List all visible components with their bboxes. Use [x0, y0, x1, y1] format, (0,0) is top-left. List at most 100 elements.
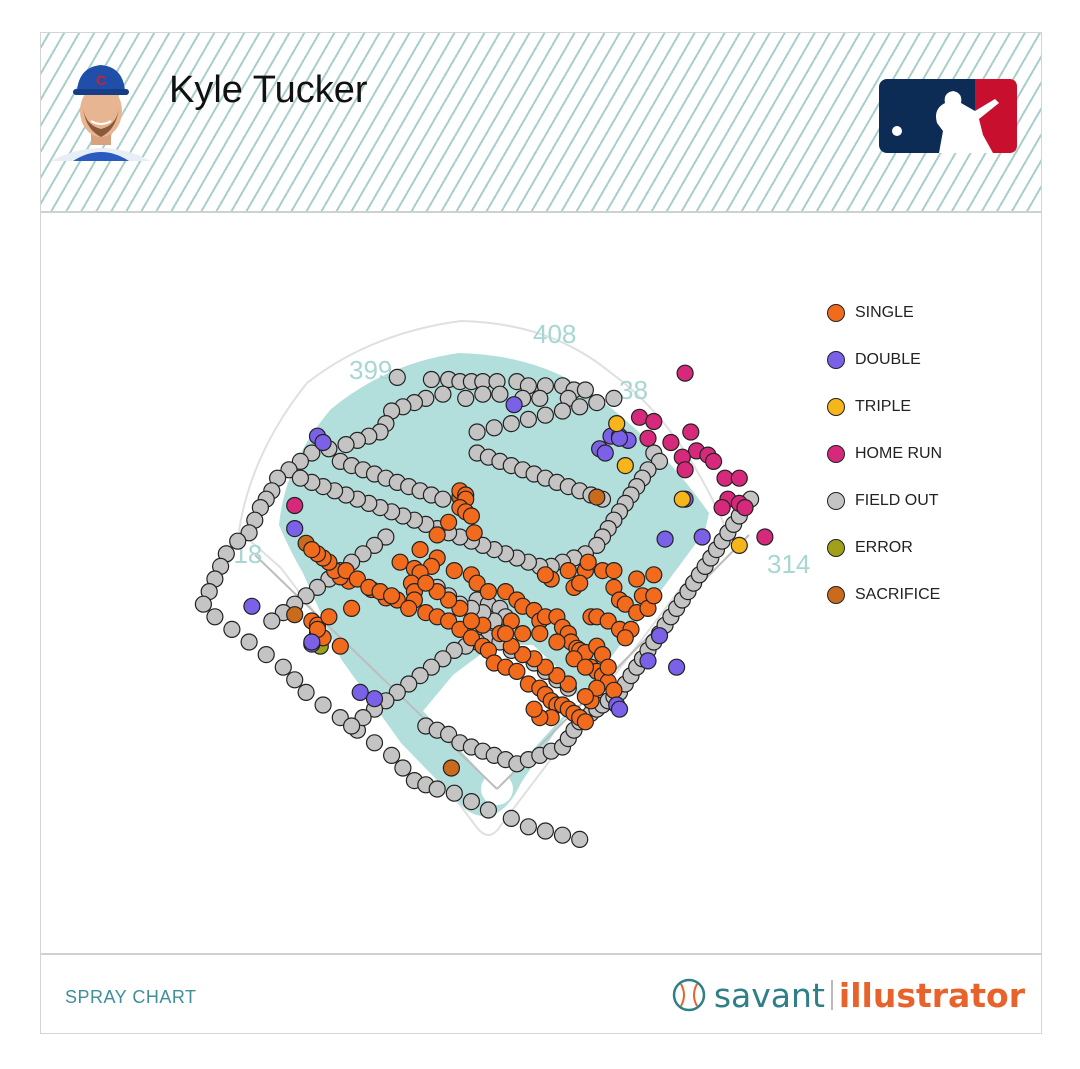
chart-card: C Kyle Tucker 318 399 408 38 314 SINGL	[40, 32, 1042, 1034]
point-single-127	[565, 650, 583, 668]
point-field-out-16	[491, 385, 509, 403]
legend-swatch-double	[827, 350, 845, 369]
point-field-out-178	[519, 410, 537, 428]
point-triple-2	[730, 536, 748, 554]
point-sacrifice-4	[588, 488, 606, 506]
point-double-7	[596, 444, 614, 462]
point-home-run-1	[630, 408, 649, 426]
point-single-80	[320, 608, 338, 626]
point-single-121	[417, 574, 435, 592]
point-single-92	[462, 629, 480, 647]
point-field-out-0	[388, 368, 406, 386]
point-single-79	[343, 599, 361, 617]
point-double-16	[667, 658, 686, 676]
point-triple-0	[608, 415, 626, 433]
point-single-7	[428, 526, 446, 544]
point-double-17	[351, 683, 369, 701]
brand-illustrator: illustrator	[838, 975, 1025, 1015]
point-field-out-12	[576, 381, 595, 399]
point-single-107	[576, 713, 595, 731]
point-field-out-51	[297, 683, 315, 701]
point-field-out-216	[434, 650, 452, 668]
point-home-run-18	[286, 496, 304, 515]
point-field-out-183	[605, 389, 623, 407]
legend-swatch-error	[827, 538, 845, 557]
point-field-out-219	[400, 675, 418, 693]
point-single-82	[337, 562, 355, 580]
point-field-out-45	[206, 608, 224, 626]
legend-item-home-run: HOME RUN	[827, 430, 942, 477]
legend-item-error: ERROR	[827, 524, 942, 571]
point-single-131	[599, 658, 617, 676]
point-home-run-8	[704, 452, 723, 470]
point-double-2	[314, 433, 332, 452]
point-home-run-10	[676, 461, 694, 479]
point-home-run-0	[676, 364, 694, 382]
legend-swatch-single	[827, 303, 845, 322]
point-field-out-14	[531, 389, 549, 407]
point-single-86	[383, 587, 401, 605]
point-single-73	[303, 541, 321, 559]
point-field-out-224	[343, 717, 361, 735]
legend-item-double: DOUBLE	[827, 336, 942, 383]
point-field-out-61	[445, 784, 463, 802]
legend-item-triple: TRIPLE	[827, 383, 942, 430]
point-single-87	[400, 599, 418, 617]
point-field-out-65	[519, 818, 537, 836]
point-double-15	[639, 652, 657, 670]
legend-swatch-field-out	[827, 491, 845, 510]
point-single-117	[462, 612, 480, 630]
mlb-logo-icon	[879, 79, 1017, 153]
point-field-out-50	[286, 671, 304, 689]
point-field-out-215	[445, 641, 463, 659]
point-single-55	[645, 587, 663, 605]
point-single-13	[445, 562, 463, 580]
point-field-out-152	[291, 469, 309, 487]
point-field-out-186	[354, 545, 372, 563]
point-field-out-39	[229, 532, 247, 550]
brand-separator	[830, 980, 833, 1010]
point-field-out-191	[297, 587, 315, 605]
point-double-20	[610, 700, 629, 718]
point-field-out-47	[240, 633, 258, 651]
point-single-34	[605, 681, 623, 699]
point-home-run-2	[645, 412, 663, 431]
point-field-out-31	[291, 452, 309, 470]
point-field-out-18	[457, 389, 475, 407]
point-field-out-177	[502, 415, 520, 433]
point-field-out-185	[365, 536, 384, 554]
point-field-out-190	[308, 578, 327, 596]
point-home-run-16	[736, 499, 754, 517]
point-single-45	[616, 595, 634, 613]
point-field-out-67	[553, 826, 572, 844]
point-home-run-3	[682, 423, 700, 441]
point-home-run-15	[713, 499, 731, 517]
legend-swatch-triple	[827, 397, 845, 416]
point-field-out-194	[263, 612, 281, 630]
point-double-22	[610, 429, 629, 447]
point-single-123	[497, 625, 515, 643]
point-single-128	[576, 658, 595, 676]
legend-item-sacrifice: SACRIFICE	[827, 571, 942, 618]
legend-swatch-sacrifice	[827, 585, 845, 604]
point-home-run-12	[730, 469, 748, 487]
point-field-out-184	[377, 528, 395, 546]
point-triple-1	[673, 490, 691, 508]
point-field-out-38	[240, 524, 258, 542]
legend: SINGLE DOUBLE TRIPLE HOME RUN FIELD OUT ERROR…	[827, 289, 942, 618]
legend-label-error: ERROR	[855, 538, 913, 556]
point-single-56	[645, 566, 663, 584]
point-field-out-52	[314, 696, 332, 714]
point-field-out-181	[571, 398, 589, 416]
point-single-91	[451, 620, 469, 638]
point-single-8	[411, 541, 429, 559]
legend-item-single: SINGLE	[827, 289, 942, 336]
spray-chart-area: 318 399 408 38 314 SINGLE DOUBLE TRIPLE HOME RU…	[41, 213, 1041, 955]
point-field-out-116	[650, 452, 669, 470]
legend-label-field-out: FIELD OUT	[855, 491, 939, 509]
point-field-out-19	[434, 385, 452, 403]
point-single-97	[508, 662, 526, 680]
point-field-out-30	[303, 444, 321, 462]
point-single-39	[559, 562, 577, 580]
